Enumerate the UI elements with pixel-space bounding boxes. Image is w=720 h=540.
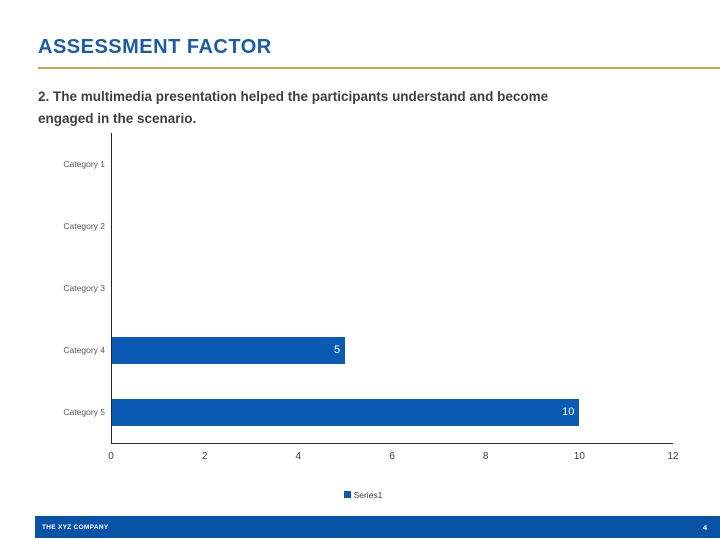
bar-chart: Category 1 Category 2 Category 3 bbox=[53, 133, 679, 500]
x-tick-label: 6 bbox=[389, 451, 395, 462]
y-axis-line bbox=[111, 133, 112, 444]
bar-track bbox=[111, 133, 673, 195]
subtitle-line-2: engaged in the scenario. bbox=[38, 110, 197, 126]
bar-track: 10 bbox=[111, 381, 673, 443]
legend-item: Series1 bbox=[343, 489, 383, 500]
title-underline bbox=[38, 67, 720, 69]
chart-legend: Series1 bbox=[53, 485, 673, 503]
footer-bar: THE XYZ COMPANY 4 bbox=[35, 516, 720, 538]
legend-label: Series1 bbox=[353, 489, 383, 500]
category-label: Category 1 bbox=[63, 159, 105, 169]
footer-company: THE XYZ COMPANY bbox=[42, 523, 109, 531]
category-label: Category 4 bbox=[63, 345, 105, 355]
x-tick-label: 2 bbox=[201, 451, 208, 462]
x-axis-ticks: 0 2 4 6 8 10 12 bbox=[108, 451, 678, 465]
x-tick-label: 8 bbox=[482, 451, 489, 462]
chart-row: Category 2 bbox=[53, 195, 673, 257]
x-tick-label: 12 bbox=[667, 451, 679, 462]
slide-subtitle: 2. The multimedia presentation helped th… bbox=[38, 86, 678, 129]
bar-track bbox=[111, 257, 673, 319]
slide-title: ASSESSMENT FACTOR bbox=[38, 36, 272, 58]
bar-value-label: 5 bbox=[334, 344, 341, 356]
category-label: Category 2 bbox=[63, 221, 105, 231]
x-axis-line bbox=[111, 443, 673, 444]
bar-value-label: 10 bbox=[562, 406, 575, 418]
chart-row: Category 5 10 bbox=[53, 381, 673, 443]
legend-marker-icon bbox=[343, 491, 351, 498]
bar: 5 bbox=[111, 336, 346, 364]
chart-row: Category 1 bbox=[53, 133, 673, 195]
footer-page-number: 4 bbox=[702, 522, 707, 532]
category-label: Category 5 bbox=[63, 407, 105, 417]
chart-row: Category 3 bbox=[53, 257, 673, 319]
bar-track bbox=[111, 195, 673, 257]
x-tick-label: 10 bbox=[573, 451, 585, 462]
x-tick-label: 4 bbox=[295, 451, 302, 462]
bar-track: 5 bbox=[111, 319, 673, 381]
chart-row: Category 4 5 bbox=[53, 319, 673, 381]
bar: 10 bbox=[111, 398, 580, 426]
category-label: Category 3 bbox=[63, 283, 105, 293]
subtitle-line-1: 2. The multimedia presentation helped th… bbox=[38, 89, 549, 104]
x-tick-label: 0 bbox=[108, 451, 114, 462]
